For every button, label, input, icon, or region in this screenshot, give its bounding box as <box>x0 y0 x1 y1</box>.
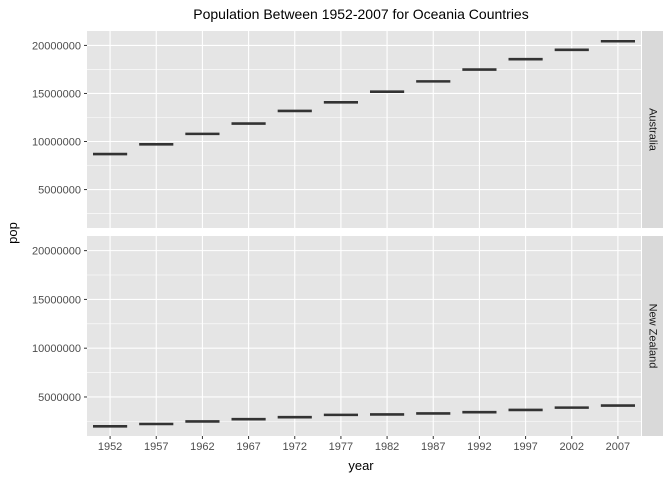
x-tick-label: 1972 <box>283 441 307 453</box>
y-axis-title: pop <box>5 222 20 244</box>
y-tick-label: 20000000 <box>32 246 81 258</box>
y-tick-label: 5000000 <box>38 392 81 404</box>
x-tick-label: 2007 <box>606 441 630 453</box>
chart-title: Population Between 1952-2007 for Oceania… <box>193 6 528 22</box>
facet-panel: 5000000 10000000 15000000 20000000 Australia <box>32 31 663 228</box>
facets: 5000000 10000000 15000000 20000000 Australia… <box>32 31 663 453</box>
x-tick-label: 2002 <box>560 441 584 453</box>
x-axis-title: year <box>348 458 374 473</box>
y-tick-label: 10000000 <box>32 343 81 355</box>
x-tick-label: 1992 <box>467 441 491 453</box>
y-tick-label: 10000000 <box>32 137 81 149</box>
facet-strip <box>642 31 663 228</box>
facet-strip <box>642 236 663 436</box>
y-tick-label: 20000000 <box>32 40 81 52</box>
x-tick-label: 1977 <box>329 441 353 453</box>
x-tick-label: 1967 <box>236 441 260 453</box>
panel-background <box>87 236 641 436</box>
x-tick-label: 1982 <box>375 441 399 453</box>
x-tick-label: 1962 <box>190 441 214 453</box>
y-tick-label: 15000000 <box>32 88 81 100</box>
x-tick-label: 1987 <box>421 441 445 453</box>
panel-background <box>87 31 641 228</box>
facet-strip-label: New Zealand <box>647 304 659 369</box>
facet-panel: 5000000 10000000 15000000 20000000 New Zeala… <box>32 236 663 436</box>
x-tick-label: 1957 <box>144 441 168 453</box>
y-tick-label: 15000000 <box>32 294 81 306</box>
x-tick-label: 1997 <box>513 441 537 453</box>
facet-strip-label: Australia <box>647 108 659 152</box>
x-tick-label: 1952 <box>98 441 122 453</box>
y-tick-label: 5000000 <box>38 185 81 197</box>
